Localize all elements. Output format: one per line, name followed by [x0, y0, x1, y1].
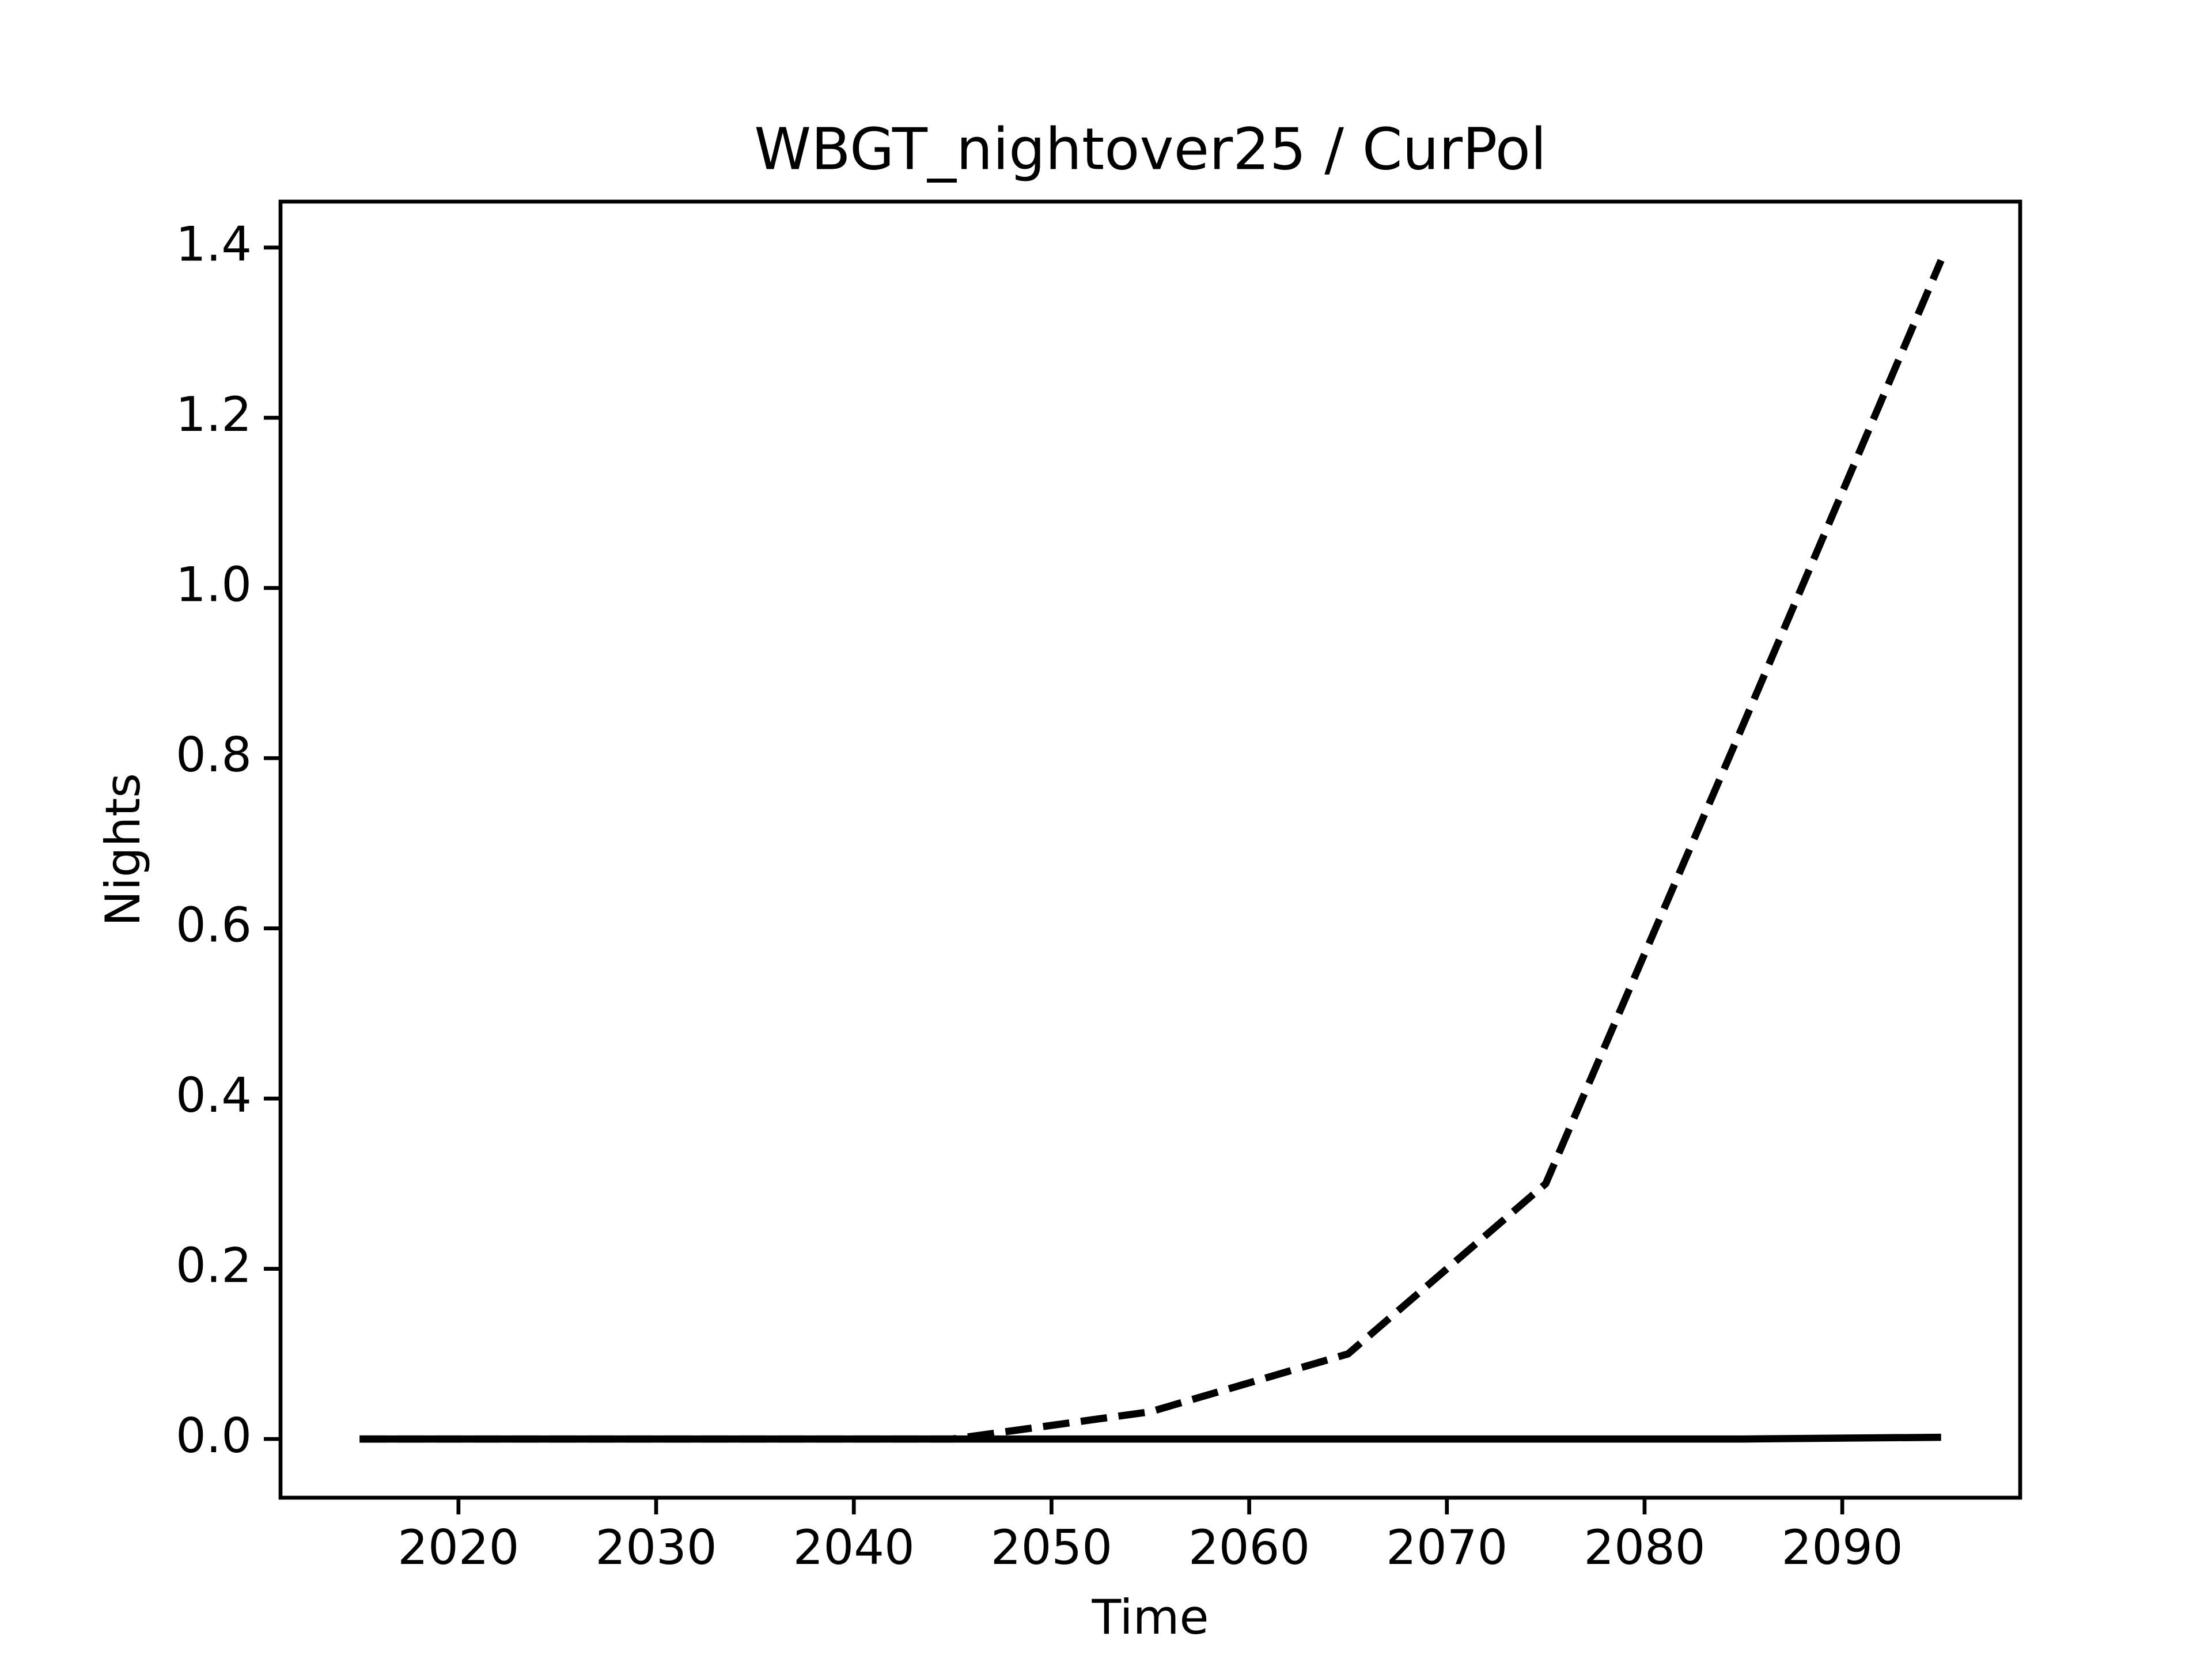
x-tick-label: 2020 [397, 1520, 519, 1575]
chart-title: WBGT_nightover25 / CurPol [754, 115, 1547, 183]
y-axis-label: Nights [95, 773, 151, 926]
y-tick-label: 0.2 [176, 1238, 252, 1294]
y-tick-label: 1.4 [176, 217, 252, 272]
x-tick-label: 2040 [793, 1520, 915, 1575]
y-tick-label: 0.8 [176, 727, 252, 783]
y-tick-label: 0.4 [176, 1067, 252, 1123]
x-axis-label: Time [1091, 1589, 1209, 1645]
y-tick-label: 0.6 [176, 897, 252, 953]
x-tick-label: 2030 [595, 1520, 717, 1575]
y-tick-label: 1.2 [176, 387, 252, 442]
x-tick-label: 2070 [1386, 1520, 1508, 1575]
x-tick-label: 2080 [1584, 1520, 1705, 1575]
x-tick-label: 2090 [1782, 1520, 1903, 1575]
y-tick-label: 0.0 [176, 1408, 252, 1464]
series-line [359, 1433, 1941, 1443]
x-tick-label: 2050 [991, 1520, 1112, 1575]
x-tick-label: 2060 [1188, 1520, 1310, 1575]
plot-frame [278, 199, 2022, 1500]
y-tick-label: 1.0 [176, 557, 252, 613]
